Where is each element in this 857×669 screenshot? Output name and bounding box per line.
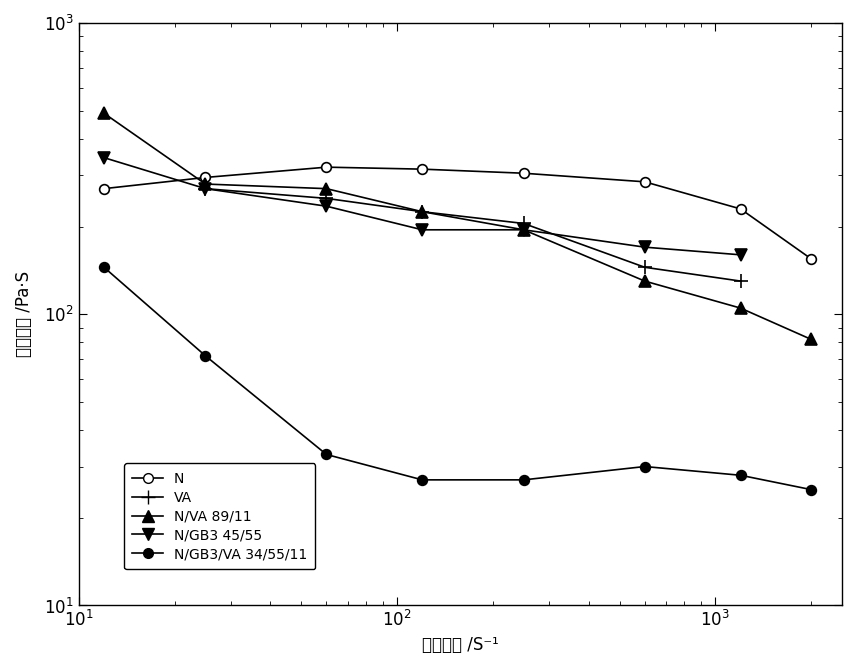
- N: [518, 169, 529, 177]
- N/VA 89/11: [99, 109, 109, 117]
- N/GB3/VA 34/55/11: [639, 462, 650, 470]
- N: [735, 205, 746, 213]
- VA: [201, 185, 211, 193]
- N: [417, 165, 428, 173]
- N: [806, 255, 817, 263]
- N/VA 89/11: [806, 335, 817, 343]
- N/GB3/VA 34/55/11: [99, 264, 109, 272]
- VA: [417, 207, 428, 215]
- N/GB3 45/55: [321, 202, 332, 210]
- N/GB3/VA 34/55/11: [201, 352, 211, 360]
- N/VA 89/11: [417, 207, 428, 215]
- N/GB3 45/55: [201, 185, 211, 193]
- N: [201, 173, 211, 181]
- N: [639, 178, 650, 186]
- N: [321, 163, 332, 171]
- VA: [735, 277, 746, 285]
- N/VA 89/11: [639, 277, 650, 285]
- N/GB3 45/55: [518, 226, 529, 234]
- N/GB3/VA 34/55/11: [735, 471, 746, 479]
- Legend: N, VA, N/VA 89/11, N/GB3 45/55, N/GB3/VA 34/55/11: N, VA, N/VA 89/11, N/GB3 45/55, N/GB3/VA…: [124, 464, 315, 569]
- X-axis label: 剪切速率 /S⁻¹: 剪切速率 /S⁻¹: [422, 636, 499, 654]
- N/GB3/VA 34/55/11: [417, 476, 428, 484]
- N/GB3 45/55: [735, 251, 746, 259]
- Line: VA: VA: [199, 182, 747, 288]
- VA: [321, 195, 332, 203]
- N/GB3 45/55: [417, 226, 428, 234]
- N/GB3 45/55: [639, 243, 650, 251]
- N/VA 89/11: [518, 226, 529, 234]
- Y-axis label: 表观粘度 /Pa·S: 表观粘度 /Pa·S: [15, 271, 33, 357]
- N/VA 89/11: [321, 185, 332, 193]
- VA: [639, 264, 650, 272]
- N: [99, 185, 109, 193]
- N/GB3/VA 34/55/11: [806, 486, 817, 494]
- N/VA 89/11: [201, 180, 211, 188]
- N/GB3/VA 34/55/11: [321, 450, 332, 458]
- N/GB3 45/55: [99, 154, 109, 162]
- N/GB3/VA 34/55/11: [518, 476, 529, 484]
- Line: N: N: [99, 163, 816, 264]
- Line: N/GB3/VA 34/55/11: N/GB3/VA 34/55/11: [99, 262, 816, 494]
- Line: N/GB3 45/55: N/GB3 45/55: [99, 152, 746, 260]
- Line: N/VA 89/11: N/VA 89/11: [99, 108, 817, 345]
- N/VA 89/11: [735, 304, 746, 312]
- VA: [518, 219, 529, 227]
